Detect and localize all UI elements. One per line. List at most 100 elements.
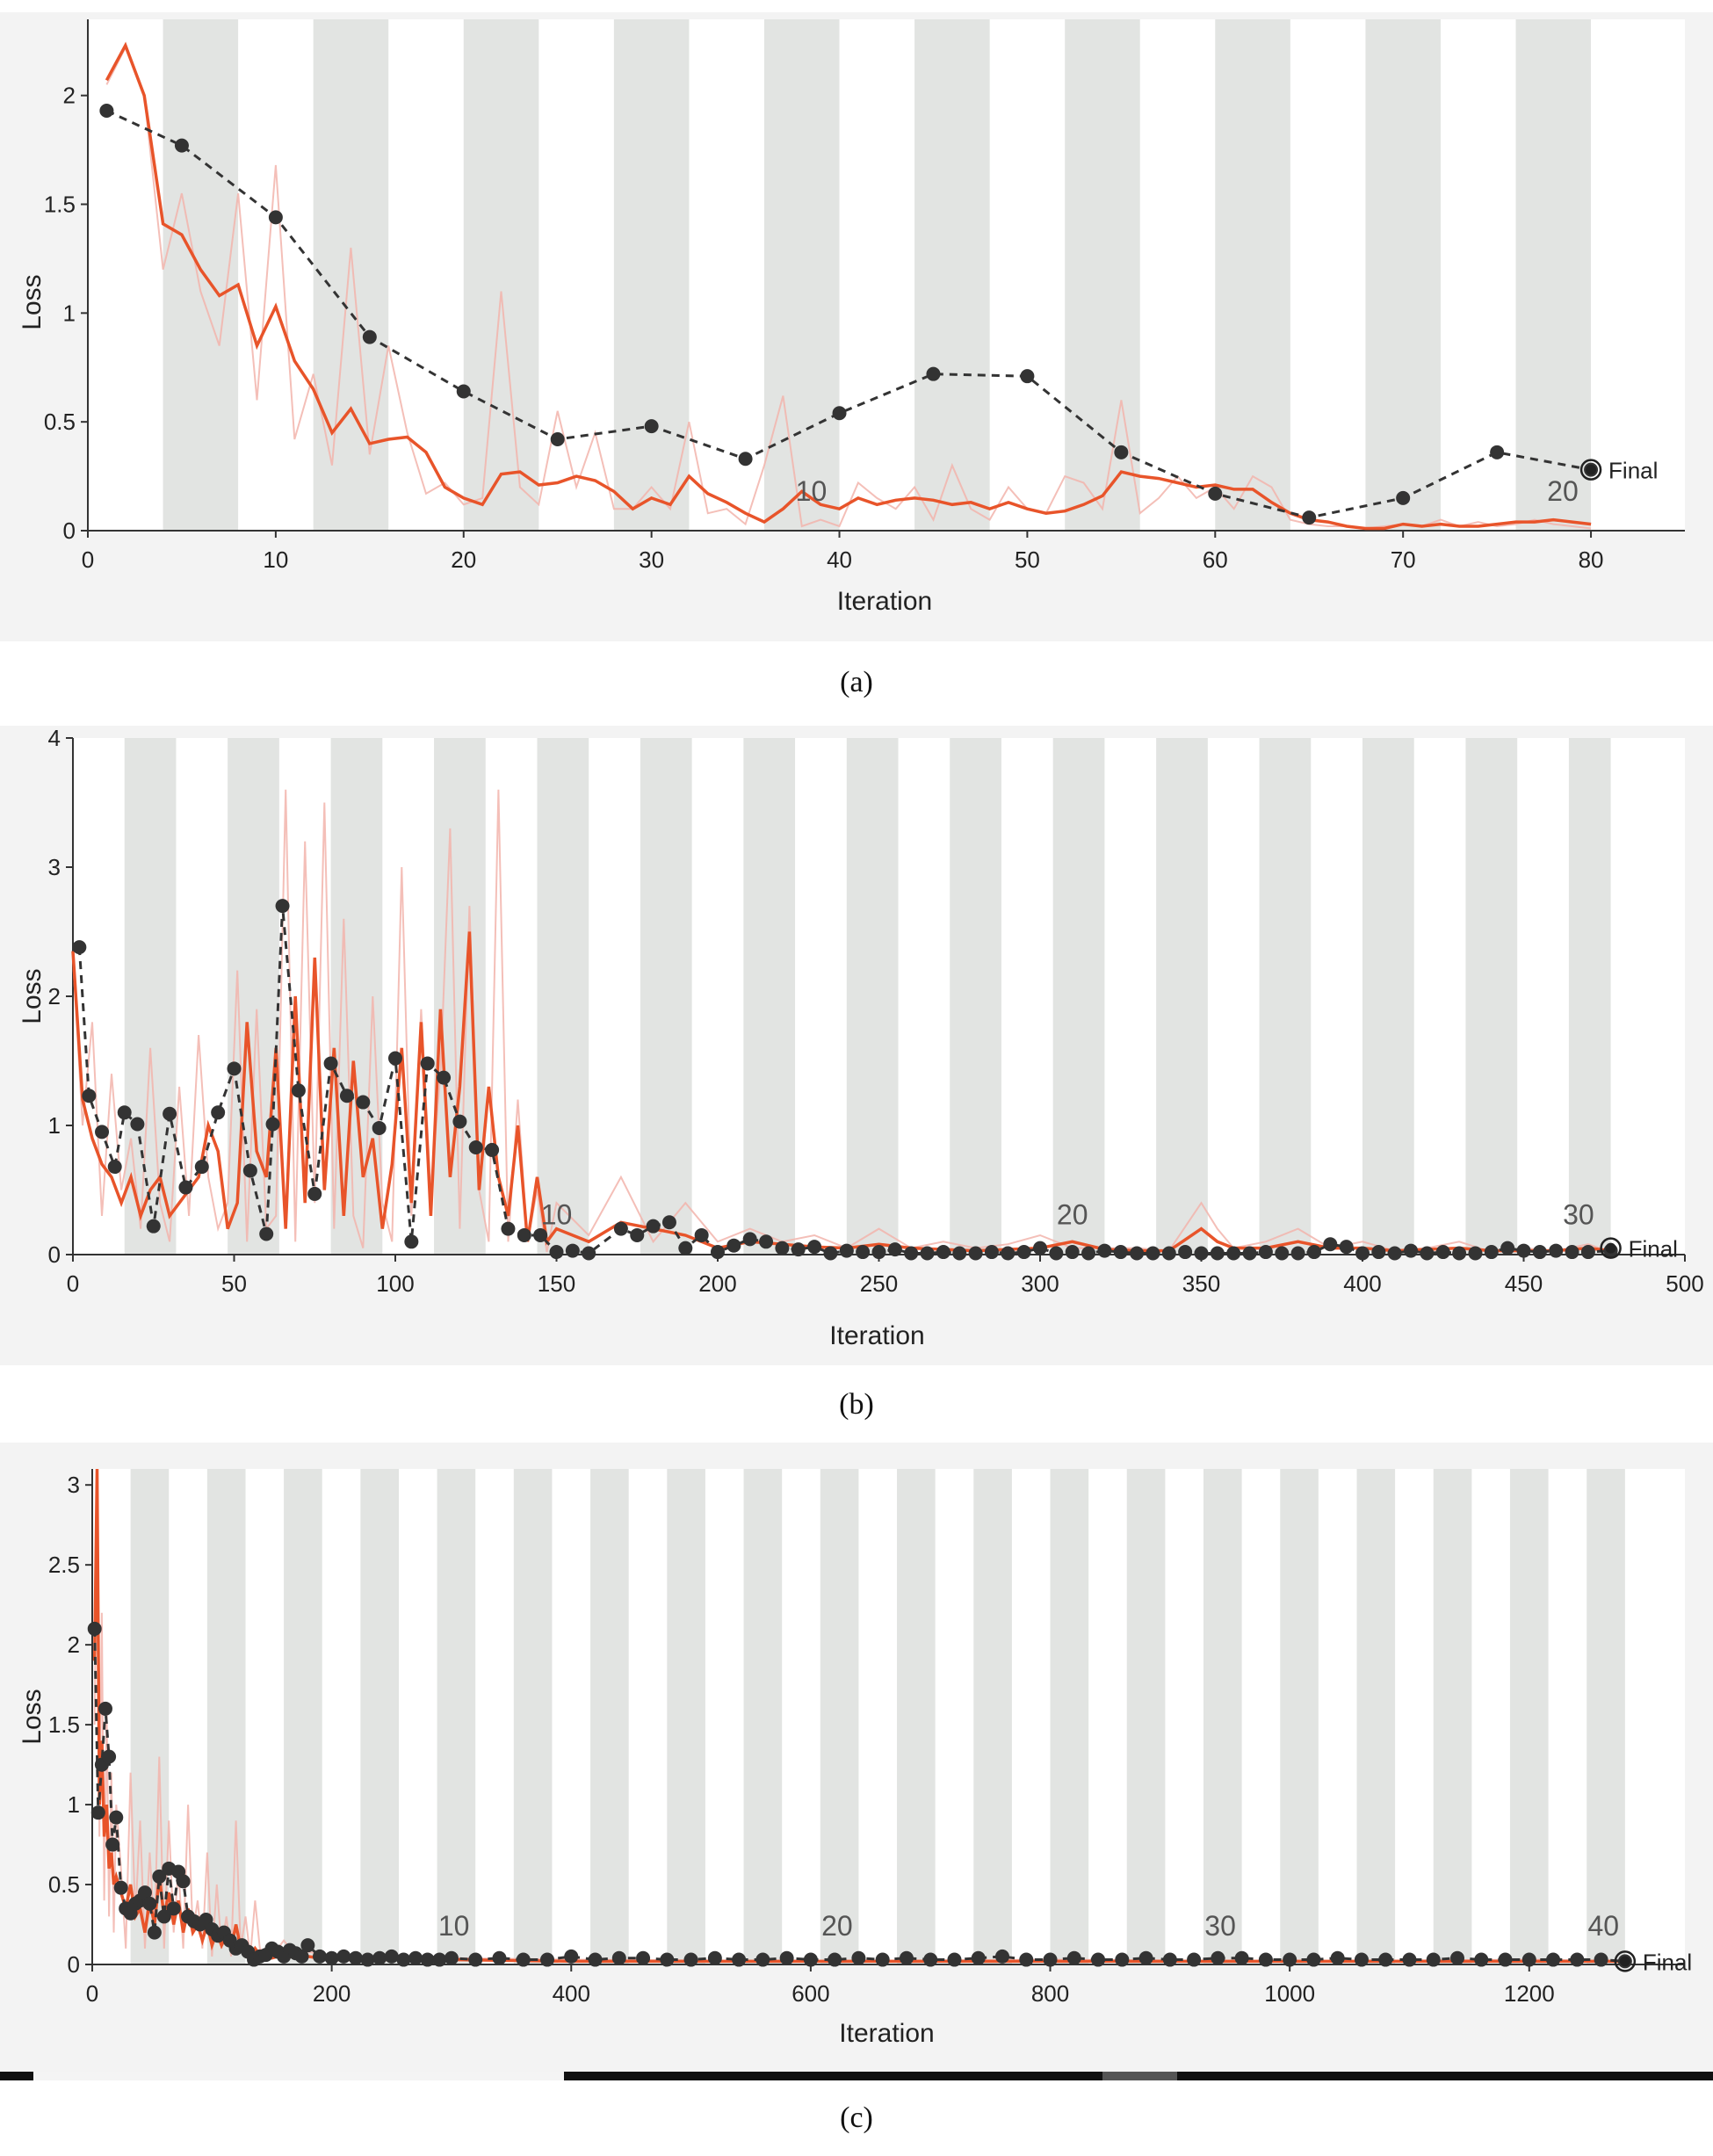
- validation-loss-point: [856, 1245, 871, 1260]
- validation-loss-point: [611, 1950, 626, 1965]
- validation-loss-point: [1275, 1246, 1290, 1261]
- validation-loss-point: [1521, 1952, 1536, 1967]
- validation-loss-point: [1097, 1243, 1112, 1258]
- validation-loss-point: [1396, 490, 1411, 505]
- validation-loss-point: [660, 1952, 675, 1967]
- training-loss-chart-c: 0 200 400 600 800 1000 1200 0 0.5 1 1.5 2 2.5 3 Iterat…: [18, 1468, 1692, 2048]
- validation-loss-point: [174, 138, 189, 153]
- validation-loss-point: [1001, 1246, 1016, 1261]
- validation-loss-point: [113, 1880, 128, 1895]
- validation-loss-point: [107, 1160, 122, 1175]
- validation-loss-point: [1306, 1952, 1321, 1967]
- y-tick-label: 3: [68, 1472, 80, 1498]
- epoch-band: [1126, 1469, 1166, 1964]
- validation-loss-point: [995, 1949, 1009, 1964]
- validation-loss-point: [1211, 1950, 1225, 1965]
- validation-loss-point: [156, 1909, 171, 1924]
- x-tick-label: 450: [1505, 1270, 1543, 1297]
- validation-loss-point: [105, 1837, 120, 1852]
- validation-loss-point: [1378, 1952, 1393, 1967]
- validation-loss-point: [294, 1949, 309, 1964]
- validation-loss-point: [516, 1952, 531, 1967]
- validation-loss-point: [102, 1749, 117, 1764]
- bottom-divider: [0, 2072, 1713, 2080]
- validation-loss-point: [336, 1949, 351, 1964]
- validation-loss-point: [1066, 1950, 1081, 1965]
- epoch-band: [437, 1469, 476, 1964]
- x-tick-label: 40: [827, 546, 852, 573]
- validation-loss-point: [468, 1952, 483, 1967]
- validation-loss-point: [362, 329, 377, 344]
- validation-loss-point: [1355, 1246, 1370, 1261]
- x-tick-label: 0: [86, 1980, 98, 2007]
- epoch-band: [537, 738, 589, 1255]
- validation-loss-point: [408, 1950, 423, 1965]
- validation-loss-point: [1208, 486, 1223, 501]
- validation-loss-point: [550, 431, 565, 446]
- validation-loss-point: [533, 1227, 548, 1242]
- validation-loss-point: [501, 1221, 516, 1236]
- validation-loss-point: [1570, 1952, 1585, 1967]
- validation-loss-point: [1081, 1246, 1096, 1261]
- x-tick-label: 150: [538, 1270, 575, 1297]
- validation-loss-point: [899, 1950, 914, 1965]
- validation-loss-point: [683, 1952, 698, 1967]
- validation-loss-point: [779, 1950, 794, 1965]
- epoch-band: [360, 1469, 399, 1964]
- validation-loss-point: [432, 1952, 447, 1967]
- y-tick-label: 2: [48, 983, 61, 1009]
- y-axis-label: Loss: [18, 1689, 47, 1744]
- epoch-band: [1052, 738, 1105, 1255]
- validation-loss-point: [176, 1874, 191, 1889]
- validation-loss-point: [1091, 1952, 1106, 1967]
- validation-loss-point: [1302, 510, 1317, 525]
- validation-loss-point: [1290, 1246, 1305, 1261]
- x-tick-label: 70: [1391, 546, 1416, 573]
- validation-loss-point: [265, 1117, 280, 1132]
- validation-loss-point: [661, 1215, 676, 1230]
- validation-loss-point: [1468, 1246, 1483, 1261]
- x-axis-label: Iteration: [837, 587, 932, 616]
- epoch-band: [950, 738, 1001, 1255]
- x-tick-label: 50: [221, 1270, 247, 1297]
- validation-loss-point: [726, 1238, 741, 1253]
- validation-loss-point: [1043, 1952, 1058, 1967]
- epoch-band: [846, 738, 899, 1255]
- validation-loss-point: [565, 1243, 580, 1258]
- epoch-band: [897, 1469, 936, 1964]
- validation-loss-point: [420, 1056, 435, 1071]
- y-tick-label: 2: [63, 83, 76, 109]
- validation-loss-point: [87, 1621, 102, 1636]
- validation-loss-point: [437, 1070, 452, 1085]
- x-tick-label: 10: [263, 546, 288, 573]
- epoch-band: [1365, 19, 1441, 531]
- validation-loss-point: [1114, 445, 1129, 459]
- validation-loss-point: [146, 1219, 161, 1234]
- epoch-band: [1568, 738, 1611, 1255]
- validation-loss-point: [268, 210, 283, 225]
- validation-loss-point: [275, 899, 290, 914]
- epoch-band: [973, 1469, 1012, 1964]
- validation-loss-point: [372, 1950, 387, 1965]
- x-axis-label: Iteration: [839, 2019, 934, 2048]
- validation-loss-point: [588, 1952, 603, 1967]
- validation-loss-point: [923, 1952, 938, 1967]
- epoch-band: [463, 19, 539, 531]
- validation-loss-point: [871, 1245, 886, 1260]
- validation-loss-point: [388, 1051, 402, 1066]
- validation-loss-point: [630, 1227, 645, 1242]
- validation-loss-point: [1049, 1246, 1064, 1261]
- y-tick-label: 1: [68, 1791, 80, 1818]
- validation-loss-point: [564, 1949, 579, 1964]
- x-tick-label: 800: [1031, 1980, 1069, 2007]
- y-axis-label: Loss: [18, 274, 47, 329]
- validation-loss-point: [348, 1950, 363, 1965]
- validation-loss-point: [1426, 1952, 1441, 1967]
- validation-loss-point: [1258, 1952, 1273, 1967]
- epoch-band: [1362, 738, 1414, 1255]
- validation-loss-point: [1210, 1246, 1225, 1261]
- epoch-band: [743, 1469, 783, 1964]
- epoch-band: [1587, 1469, 1625, 1964]
- validation-loss-point: [755, 1952, 770, 1967]
- validation-loss-point: [887, 1242, 902, 1257]
